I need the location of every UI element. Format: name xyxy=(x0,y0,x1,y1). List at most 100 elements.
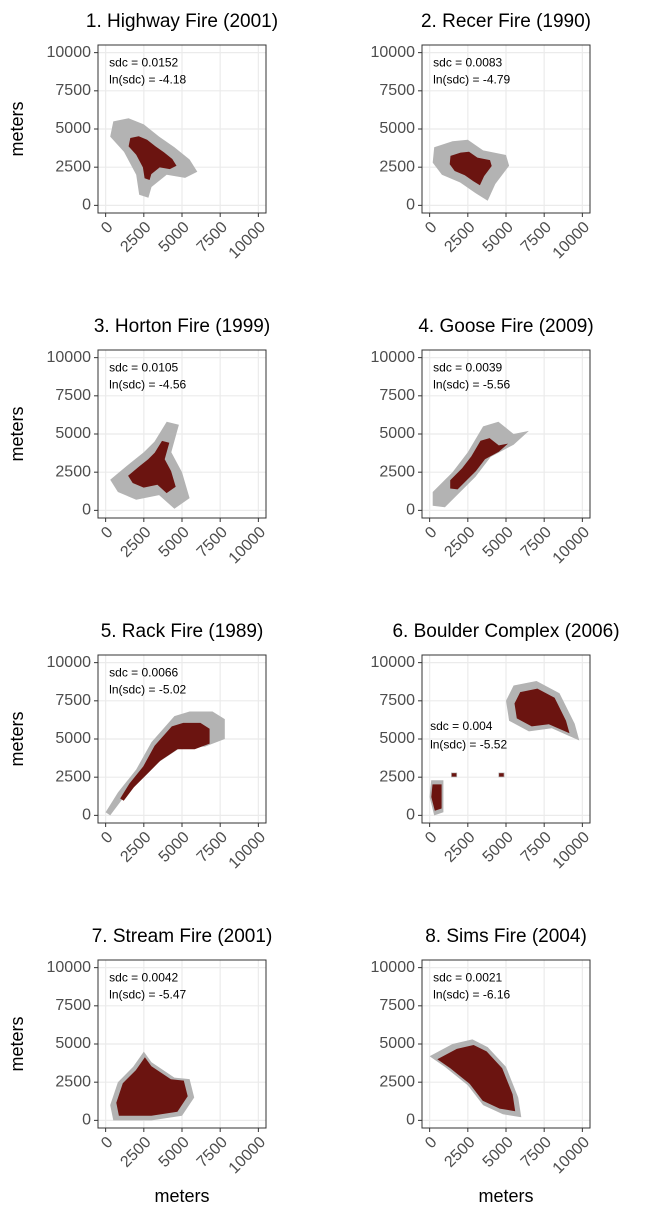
high-severity-area xyxy=(499,773,504,777)
y-tick-label: 0 xyxy=(82,807,91,824)
x-tick-label: 0 xyxy=(98,219,116,237)
high-severity-area xyxy=(514,688,570,734)
y-tick-label: 2500 xyxy=(55,768,91,785)
y-tick-label: 5000 xyxy=(55,425,91,442)
annotation: ln(sdc) = -5.56 xyxy=(433,377,510,391)
y-tick-label: 0 xyxy=(82,1112,91,1129)
x-tick-label: 5000 xyxy=(480,829,517,866)
x-axis-label: meters xyxy=(154,1186,209,1206)
annotation: ln(sdc) = -4.79 xyxy=(433,72,510,86)
y-axis-label: meters xyxy=(7,1016,27,1071)
y-tick-label: 2500 xyxy=(55,463,91,480)
y-tick-label: 5000 xyxy=(379,1035,415,1052)
y-tick-label: 2500 xyxy=(379,1073,415,1090)
annotation: sdc = 0.0021 xyxy=(433,970,502,984)
y-axis-label: meters xyxy=(7,101,27,156)
high-severity-area xyxy=(437,1045,516,1112)
y-tick-label: 2500 xyxy=(379,768,415,785)
x-tick-label: 5000 xyxy=(480,524,517,561)
y-tick-label: 7500 xyxy=(379,82,415,99)
high-severity-area xyxy=(128,136,177,180)
y-tick-label: 0 xyxy=(406,197,415,214)
annotation: sdc = 0.004 xyxy=(430,719,493,733)
y-tick-label: 10000 xyxy=(371,349,416,366)
y-tick-label: 7500 xyxy=(379,997,415,1014)
x-tick-label: 10000 xyxy=(226,524,270,568)
x-tick-label: 2500 xyxy=(117,524,154,561)
y-tick-label: 2500 xyxy=(55,158,91,175)
high-severity-area xyxy=(128,440,176,494)
x-tick-label: 0 xyxy=(422,1134,440,1152)
x-tick-label: 5000 xyxy=(156,1134,193,1171)
x-tick-label: 5000 xyxy=(480,1134,517,1171)
x-tick-label: 0 xyxy=(98,1134,116,1152)
x-tick-label: 10000 xyxy=(226,219,270,263)
x-tick-label: 2500 xyxy=(117,1134,154,1171)
x-tick-label: 10000 xyxy=(226,829,270,873)
annotation: ln(sdc) = -4.56 xyxy=(109,377,186,391)
high-severity-area xyxy=(451,773,457,777)
y-tick-label: 5000 xyxy=(55,730,91,747)
y-tick-label: 7500 xyxy=(55,997,91,1014)
panel-title: 2. Recer Fire (1990) xyxy=(421,11,591,32)
y-tick-label: 5000 xyxy=(55,120,91,137)
y-axis-label: meters xyxy=(7,406,27,461)
annotation: ln(sdc) = -6.16 xyxy=(433,987,510,1001)
panel-title: 4. Goose Fire (2009) xyxy=(418,316,593,337)
y-tick-label: 10000 xyxy=(371,959,416,976)
x-tick-label: 2500 xyxy=(441,1134,478,1171)
high-severity-area xyxy=(116,1057,188,1116)
x-tick-label: 2500 xyxy=(441,219,478,256)
x-tick-label: 10000 xyxy=(550,219,594,263)
high-severity-area xyxy=(431,784,442,811)
x-tick-label: 2500 xyxy=(117,219,154,256)
annotation: sdc = 0.0152 xyxy=(109,55,178,69)
x-tick-label: 5000 xyxy=(480,219,517,256)
annotation: sdc = 0.0039 xyxy=(433,360,502,374)
high-severity-area xyxy=(449,151,492,186)
panel-title: 6. Boulder Complex (2006) xyxy=(392,621,619,642)
annotation: sdc = 0.0083 xyxy=(433,55,502,69)
panel-title: 1. Highway Fire (2001) xyxy=(86,11,278,32)
y-tick-label: 0 xyxy=(406,502,415,519)
x-tick-label: 10000 xyxy=(550,829,594,873)
annotation: sdc = 0.0042 xyxy=(109,970,178,984)
x-tick-label: 10000 xyxy=(550,524,594,568)
panel-title: 7. Stream Fire (2001) xyxy=(92,926,273,947)
y-tick-label: 7500 xyxy=(379,692,415,709)
annotation: sdc = 0.0066 xyxy=(109,665,178,679)
x-tick-label: 2500 xyxy=(441,524,478,561)
y-axis-label: meters xyxy=(7,711,27,766)
y-tick-label: 0 xyxy=(406,807,415,824)
panel-title: 3. Horton Fire (1999) xyxy=(94,316,270,337)
y-tick-label: 10000 xyxy=(47,349,92,366)
panel-title: 5. Rack Fire (1989) xyxy=(101,621,264,642)
y-tick-label: 0 xyxy=(82,502,91,519)
y-tick-label: 5000 xyxy=(379,425,415,442)
annotation: ln(sdc) = -4.18 xyxy=(109,72,186,86)
y-tick-label: 7500 xyxy=(379,387,415,404)
high-severity-area xyxy=(450,438,508,490)
x-tick-label: 0 xyxy=(98,524,116,542)
x-tick-label: 2500 xyxy=(441,829,478,866)
y-tick-label: 10000 xyxy=(47,654,92,671)
y-tick-label: 10000 xyxy=(371,654,416,671)
x-tick-label: 0 xyxy=(422,524,440,542)
y-tick-label: 5000 xyxy=(379,730,415,747)
x-tick-label: 0 xyxy=(422,219,440,237)
x-tick-label: 5000 xyxy=(156,829,193,866)
y-tick-label: 7500 xyxy=(55,387,91,404)
panel-title: 8. Sims Fire (2004) xyxy=(425,926,587,947)
x-tick-label: 0 xyxy=(98,829,116,847)
annotation: ln(sdc) = -5.52 xyxy=(430,737,507,751)
y-tick-label: 7500 xyxy=(55,692,91,709)
x-tick-label: 5000 xyxy=(156,524,193,561)
y-tick-label: 10000 xyxy=(371,44,416,61)
y-tick-label: 7500 xyxy=(55,82,91,99)
y-tick-label: 2500 xyxy=(55,1073,91,1090)
y-tick-label: 5000 xyxy=(379,120,415,137)
annotation: sdc = 0.0105 xyxy=(109,360,178,374)
x-tick-label: 10000 xyxy=(550,1134,594,1178)
high-severity-area xyxy=(120,722,210,801)
